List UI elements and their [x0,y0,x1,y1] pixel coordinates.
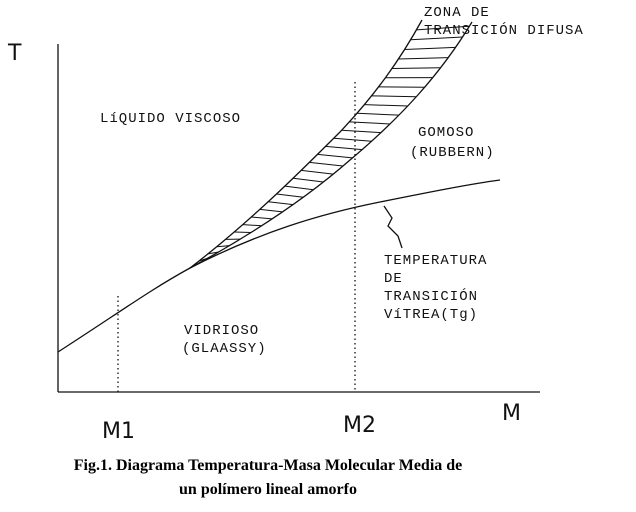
zone-label: ZONA DE [424,5,490,21]
hatch-line [392,67,441,69]
hatch-line [207,251,219,255]
zone-label: TRANSICIÓN DIFUSA [424,21,584,39]
zone-lower-curve [189,21,473,269]
hatch-line [251,216,273,220]
zone-upper-curve [189,19,423,269]
hatch-line [317,153,353,159]
m2-label: M2 [343,413,376,438]
hatch-line [364,104,408,107]
hatch-line [276,193,304,198]
hatch-line [309,161,344,167]
zone-hatching [198,25,470,262]
m1-label: M1 [102,419,135,444]
tg-leader [383,205,403,249]
caption: Fig.1. Diagrama Temperatura-Masa Molecul… [74,457,463,474]
hatch-line [410,36,463,41]
hatch-line [242,224,262,227]
hatch-line [349,121,391,125]
hatch-line [404,46,456,50]
hatch-line [198,257,208,262]
hatch-line [259,208,283,213]
hatch-line [268,201,294,206]
x-axis-label: M [502,401,521,426]
tg-curve [57,179,501,353]
tg-label: TEMPERATURA [384,253,487,269]
y-axis-label: T [7,41,22,66]
hatch-line [333,137,372,142]
hatch-line [301,169,334,175]
hatch-line [293,177,324,183]
tg-label: VíTREA(Tg) [384,307,478,323]
glass-label: VIDRIOSO [184,323,259,339]
hatch-line [341,129,381,134]
rubber-label: GOMOSO [418,125,474,141]
rubber-label: (RUBBERN) [410,145,495,161]
hatch-line [416,25,470,31]
liquid-label: LíQUIDO VISCOSO [100,111,241,127]
hatch-line [398,57,449,60]
hatch-line [216,245,230,248]
hatch-line [284,185,314,191]
tg-label: DE [384,271,403,287]
hatch-line [325,145,363,151]
glass-label: (GLAASSY) [182,341,267,357]
hatch-line [356,112,399,116]
tg-label: TRANSICIÓN [384,287,478,305]
caption: un polímero lineal amorfo [179,481,357,498]
hatch-line [371,95,417,98]
